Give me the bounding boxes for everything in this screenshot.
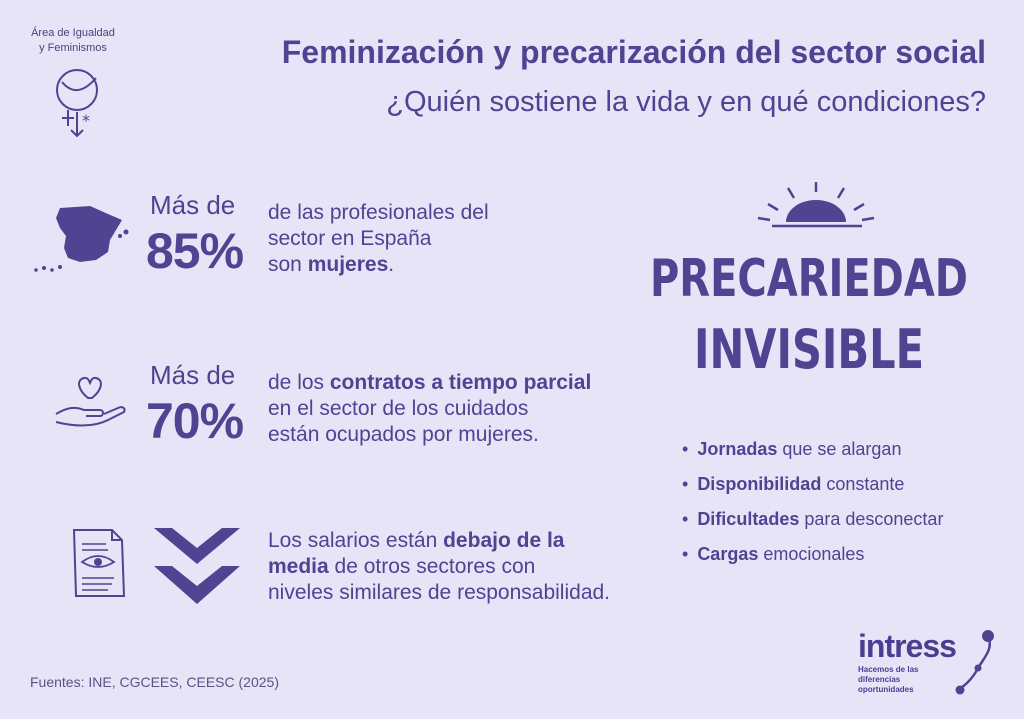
stat2-text: de los contratos a tiempo parcial en el … <box>268 370 591 448</box>
stat1-line3-bold: mujeres <box>307 253 389 276</box>
stat1-line3-plain: son <box>268 253 308 276</box>
area-label: Área de Igualdad y Feminismos <box>18 26 128 56</box>
list-item: Dificultades para desconectar <box>682 502 943 537</box>
stat1-line3-end: . <box>388 253 395 276</box>
stat3-line2-bold: media <box>268 555 329 578</box>
stat3-line1-plain: Los salarios están <box>268 529 444 552</box>
stat1-line2: sector en España <box>268 227 432 250</box>
stat2-line2: en el sector de los cuidados <box>268 397 529 420</box>
feminism-symbol-icon: * <box>56 69 98 138</box>
stat3-line2-plain: de otros sectores con <box>328 555 536 578</box>
document-eye-icon <box>72 529 126 597</box>
page-subtitle: ¿Quién sostiene la vida y en qué condici… <box>386 86 986 118</box>
sources-note: Fuentes: INE, CGCEES, CEESC (2025) <box>30 674 279 690</box>
condition-list: Jornadas que se alargan Disponibilidad c… <box>682 432 943 572</box>
headline-line1: PRECARIEDAD <box>650 249 968 309</box>
list-item: Disponibilidad constante <box>682 467 943 502</box>
stat1-value: 85% <box>146 223 244 279</box>
stat2-line1-plain: de los <box>268 371 330 394</box>
spain-map-icon <box>34 206 129 272</box>
list-item: Jornadas que se alargan <box>682 432 943 467</box>
logo-name: intress <box>858 628 957 664</box>
stat2-line3: están ocupados por mujeres. <box>268 423 539 446</box>
headline-line2: INVISIBLE <box>694 318 924 381</box>
intress-logo: intress Hacemos de las diferencias oport… <box>858 628 998 696</box>
stat3-text: Los salarios están debajo de la media de… <box>268 528 610 606</box>
double-chevron-down-icon <box>154 528 240 604</box>
area-label-line2: y Feminismos <box>39 42 107 54</box>
stat2-value: 70% <box>146 393 244 449</box>
list-item: Cargas emocionales <box>682 537 943 572</box>
heart-hand-icon <box>55 376 126 427</box>
logo-dots-icon <box>955 630 994 695</box>
stat1-line1: de las profesionales del <box>268 201 489 224</box>
precariedad-invisible-headline: PRECARIEDAD INVISIBLE <box>650 182 968 381</box>
stat1-prefix: Más de <box>150 190 236 220</box>
stat3-line1-bold: debajo de la <box>443 529 565 552</box>
page-title: Feminización y precarización del sector … <box>281 34 986 70</box>
logo-tagline: Hacemos de las diferencias oportunidades <box>858 665 919 694</box>
stat1-text: de las profesionales del sector en Españ… <box>268 200 489 278</box>
svg-text:*: * <box>82 111 90 130</box>
sunrise-icon <box>757 182 875 228</box>
stat2-line1-bold: contratos a tiempo parcial <box>329 371 592 394</box>
stat3-line3: niveles similares de responsabilidad. <box>268 581 611 604</box>
stat2-prefix: Más de <box>150 360 236 390</box>
area-label-line1: Área de Igualdad <box>31 27 115 39</box>
